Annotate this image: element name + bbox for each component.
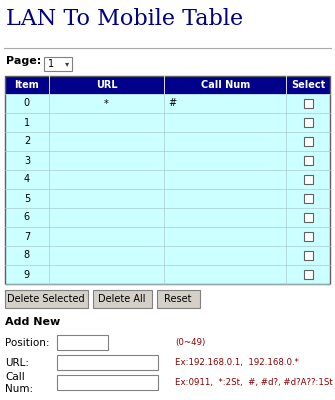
FancyBboxPatch shape	[5, 151, 330, 170]
Text: LAN To Mobile Table: LAN To Mobile Table	[6, 8, 243, 30]
FancyBboxPatch shape	[304, 213, 313, 222]
FancyBboxPatch shape	[304, 251, 313, 260]
Text: 8: 8	[24, 250, 30, 260]
Text: 7: 7	[24, 232, 30, 242]
Text: 2: 2	[24, 136, 30, 146]
FancyBboxPatch shape	[304, 156, 313, 165]
FancyBboxPatch shape	[5, 132, 330, 151]
FancyBboxPatch shape	[5, 227, 330, 246]
Text: Position:: Position:	[5, 338, 50, 348]
Text: Call Num: Call Num	[201, 80, 250, 90]
FancyBboxPatch shape	[92, 290, 151, 308]
Text: URL:: URL:	[5, 358, 29, 368]
Text: ▾: ▾	[65, 60, 69, 68]
Text: Delete Selected: Delete Selected	[7, 294, 85, 304]
FancyBboxPatch shape	[304, 194, 313, 203]
Text: Item: Item	[14, 80, 39, 90]
Text: 0: 0	[24, 98, 30, 108]
FancyBboxPatch shape	[57, 334, 108, 350]
FancyBboxPatch shape	[4, 290, 87, 308]
FancyBboxPatch shape	[304, 175, 313, 184]
FancyBboxPatch shape	[5, 113, 330, 132]
FancyBboxPatch shape	[304, 118, 313, 127]
FancyBboxPatch shape	[5, 170, 330, 189]
FancyBboxPatch shape	[5, 265, 330, 284]
Text: Add New: Add New	[5, 317, 60, 327]
Text: 1: 1	[48, 59, 54, 69]
FancyBboxPatch shape	[5, 76, 330, 94]
Text: 5: 5	[24, 194, 30, 204]
FancyBboxPatch shape	[304, 270, 313, 279]
FancyBboxPatch shape	[304, 232, 313, 241]
Text: 3: 3	[24, 156, 30, 166]
Text: Ex:192.168.0.1,  192.168.0.*: Ex:192.168.0.1, 192.168.0.*	[175, 358, 299, 368]
Text: Delete All: Delete All	[98, 294, 146, 304]
Text: Reset: Reset	[164, 294, 192, 304]
Text: Page:: Page:	[6, 56, 41, 66]
Text: *: *	[104, 98, 109, 108]
FancyBboxPatch shape	[304, 99, 313, 108]
Text: #: #	[168, 98, 176, 108]
FancyBboxPatch shape	[5, 208, 330, 227]
FancyBboxPatch shape	[44, 57, 72, 71]
Text: Ex:0911,  *:2St,  #, #d?, #d?A??:1St: Ex:0911, *:2St, #, #d?, #d?A??:1St	[175, 378, 333, 388]
Text: 1: 1	[24, 118, 30, 128]
FancyBboxPatch shape	[57, 354, 157, 370]
Text: Call
Num:: Call Num:	[5, 372, 33, 394]
Text: URL: URL	[96, 80, 117, 90]
FancyBboxPatch shape	[5, 94, 330, 113]
Text: Select: Select	[291, 80, 325, 90]
Text: 4: 4	[24, 174, 30, 184]
FancyBboxPatch shape	[5, 246, 330, 265]
FancyBboxPatch shape	[156, 290, 200, 308]
Text: 6: 6	[24, 212, 30, 222]
FancyBboxPatch shape	[5, 189, 330, 208]
FancyBboxPatch shape	[57, 374, 157, 390]
Text: (0~49): (0~49)	[175, 338, 205, 348]
Text: 9: 9	[24, 270, 30, 280]
FancyBboxPatch shape	[304, 137, 313, 146]
